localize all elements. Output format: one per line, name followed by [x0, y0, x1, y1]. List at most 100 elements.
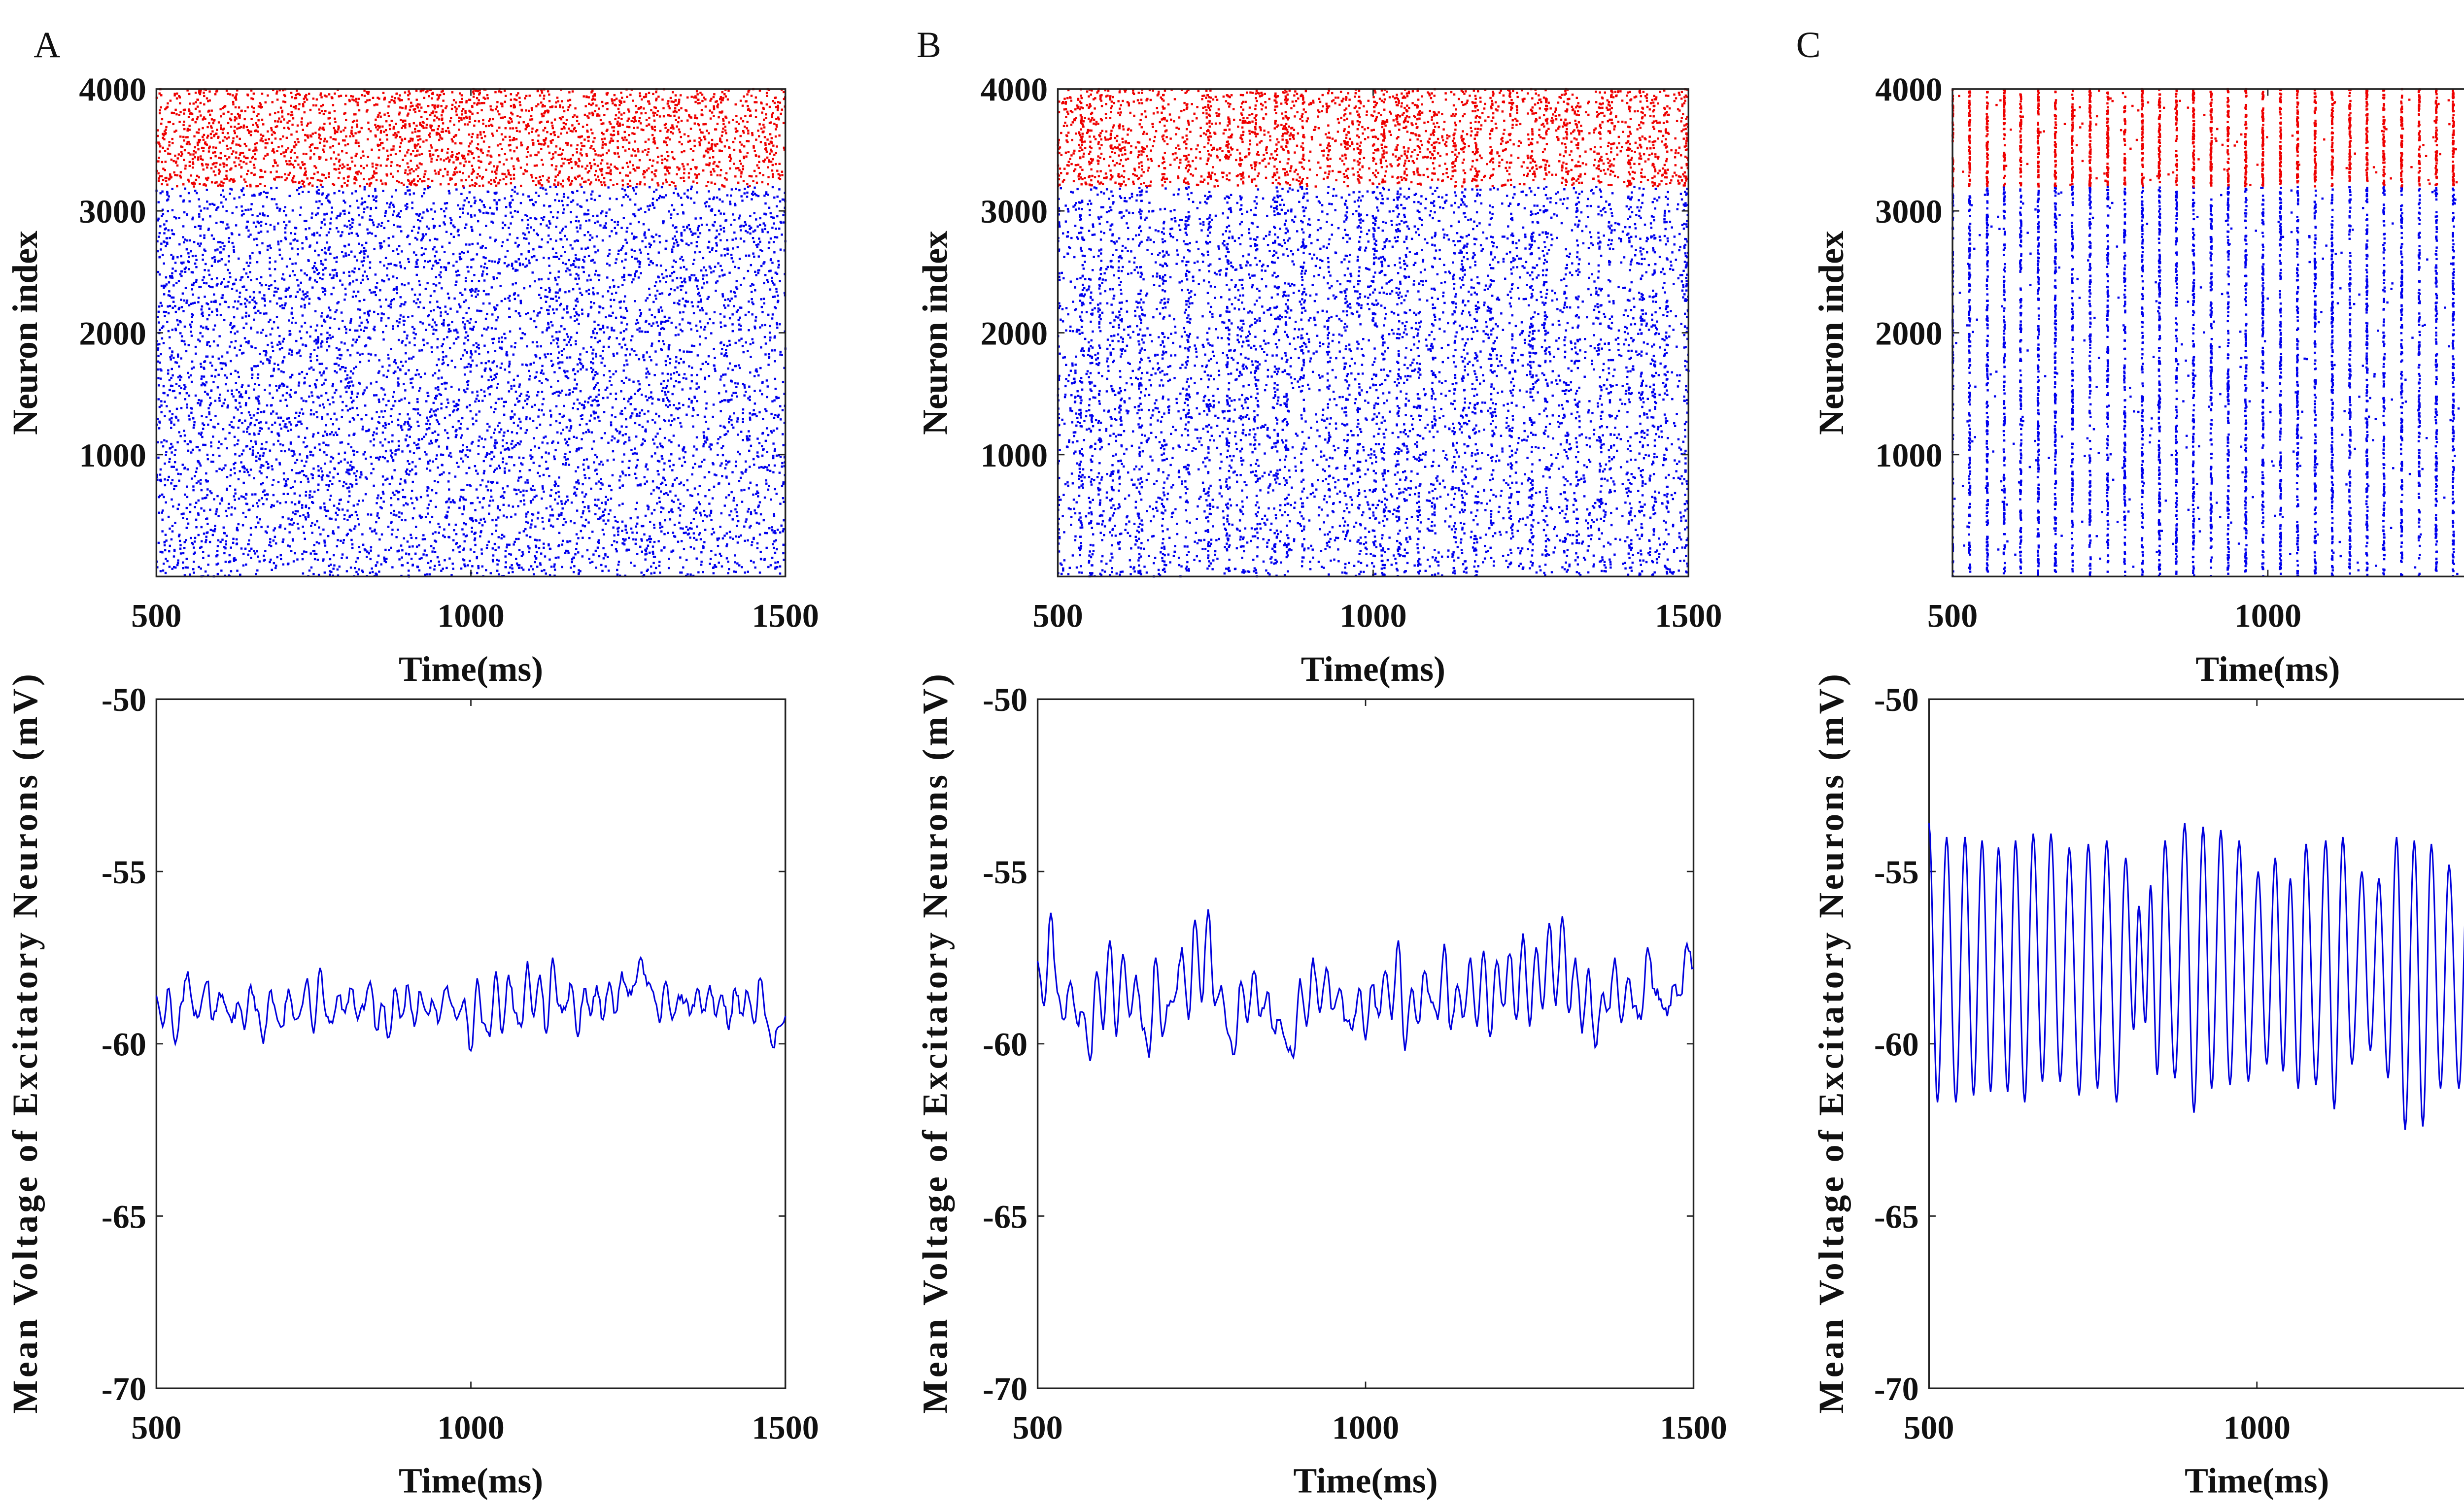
excitatory-spike — [600, 461, 602, 463]
excitatory-spike — [589, 239, 591, 241]
excitatory-spike — [555, 492, 557, 494]
excitatory-spike — [764, 353, 766, 355]
excitatory-spike — [195, 255, 197, 257]
excitatory-spike — [570, 520, 572, 522]
excitatory-spike — [757, 495, 759, 497]
excitatory-spike — [641, 331, 643, 333]
excitatory-spike — [638, 415, 640, 417]
excitatory-spike — [342, 284, 343, 286]
excitatory-spike — [751, 541, 753, 543]
excitatory-spike — [635, 538, 637, 540]
excitatory-spike — [240, 547, 242, 549]
excitatory-spike — [321, 278, 323, 280]
excitatory-spike — [200, 434, 202, 435]
excitatory-spike — [301, 504, 303, 506]
excitatory-spike — [329, 573, 331, 575]
excitatory-spike — [397, 419, 399, 421]
excitatory-spike — [388, 206, 390, 208]
excitatory-spike — [455, 436, 457, 438]
excitatory-spike — [538, 447, 540, 449]
excitatory-spike — [370, 558, 372, 560]
excitatory-spike — [407, 423, 409, 425]
excitatory-spike — [471, 280, 473, 282]
excitatory-spike — [612, 450, 614, 452]
excitatory-spike — [178, 243, 180, 245]
excitatory-spike — [188, 415, 190, 417]
excitatory-spike — [325, 424, 327, 426]
excitatory-spike — [206, 201, 208, 202]
excitatory-spike — [672, 246, 674, 248]
excitatory-spike — [221, 355, 223, 357]
excitatory-spike — [304, 381, 306, 383]
excitatory-spike — [519, 470, 521, 472]
excitatory-spike — [340, 380, 342, 382]
excitatory-spike — [576, 190, 578, 192]
excitatory-spike — [289, 545, 291, 547]
excitatory-spike — [633, 350, 635, 352]
excitatory-spike — [644, 476, 646, 478]
excitatory-spike — [365, 493, 367, 495]
excitatory-spike — [183, 468, 185, 469]
excitatory-spike — [686, 227, 688, 229]
excitatory-spike — [326, 349, 328, 351]
excitatory-spike — [598, 555, 600, 557]
excitatory-spike — [574, 373, 576, 375]
excitatory-spike — [393, 224, 395, 226]
excitatory-spike — [231, 421, 233, 423]
excitatory-spike — [758, 504, 760, 506]
excitatory-spike — [749, 418, 751, 420]
excitatory-spike — [580, 530, 582, 532]
excitatory-spike — [541, 365, 543, 367]
excitatory-spike — [267, 463, 269, 465]
excitatory-spike — [160, 248, 162, 250]
excitatory-spike — [342, 200, 344, 201]
excitatory-spike — [162, 445, 164, 447]
excitatory-spike — [611, 544, 613, 546]
excitatory-spike — [668, 348, 670, 350]
excitatory-spike — [257, 556, 259, 558]
excitatory-spike — [238, 376, 240, 378]
excitatory-spike — [426, 226, 428, 228]
excitatory-spike — [426, 468, 428, 469]
excitatory-spike — [177, 559, 179, 561]
excitatory-spike — [773, 222, 775, 224]
excitatory-spike — [372, 434, 374, 436]
excitatory-spike — [575, 548, 577, 550]
excitatory-spike — [358, 325, 360, 327]
excitatory-spike — [189, 200, 191, 202]
excitatory-spike — [708, 375, 710, 377]
excitatory-spike — [353, 504, 355, 506]
excitatory-spike — [673, 385, 675, 387]
excitatory-spike — [214, 528, 216, 530]
excitatory-spike — [509, 371, 511, 373]
excitatory-spike — [598, 389, 600, 391]
excitatory-spike — [386, 376, 388, 378]
excitatory-spike — [743, 277, 745, 279]
excitatory-spike — [628, 537, 630, 539]
excitatory-spike — [185, 350, 187, 352]
excitatory-spike — [390, 348, 392, 350]
excitatory-spike — [275, 565, 277, 567]
excitatory-spike — [708, 446, 710, 448]
excitatory-spike — [608, 569, 610, 571]
excitatory-spike — [362, 500, 364, 502]
excitatory-spike — [716, 235, 718, 237]
excitatory-spike — [563, 196, 565, 198]
excitatory-spike — [438, 445, 440, 447]
excitatory-spike — [576, 509, 578, 511]
excitatory-spike — [214, 525, 216, 527]
excitatory-spike — [612, 474, 614, 476]
excitatory-spike — [710, 512, 712, 514]
excitatory-spike — [291, 322, 293, 324]
excitatory-spike — [415, 444, 417, 446]
excitatory-spike — [745, 470, 747, 472]
excitatory-spike — [256, 332, 258, 334]
excitatory-spike — [770, 212, 772, 214]
excitatory-spike — [381, 366, 383, 368]
excitatory-spike — [636, 523, 638, 525]
excitatory-spike — [590, 404, 592, 406]
excitatory-spike — [526, 345, 528, 347]
excitatory-spike — [725, 497, 727, 499]
excitatory-spike — [511, 456, 513, 458]
excitatory-spike — [324, 544, 326, 546]
